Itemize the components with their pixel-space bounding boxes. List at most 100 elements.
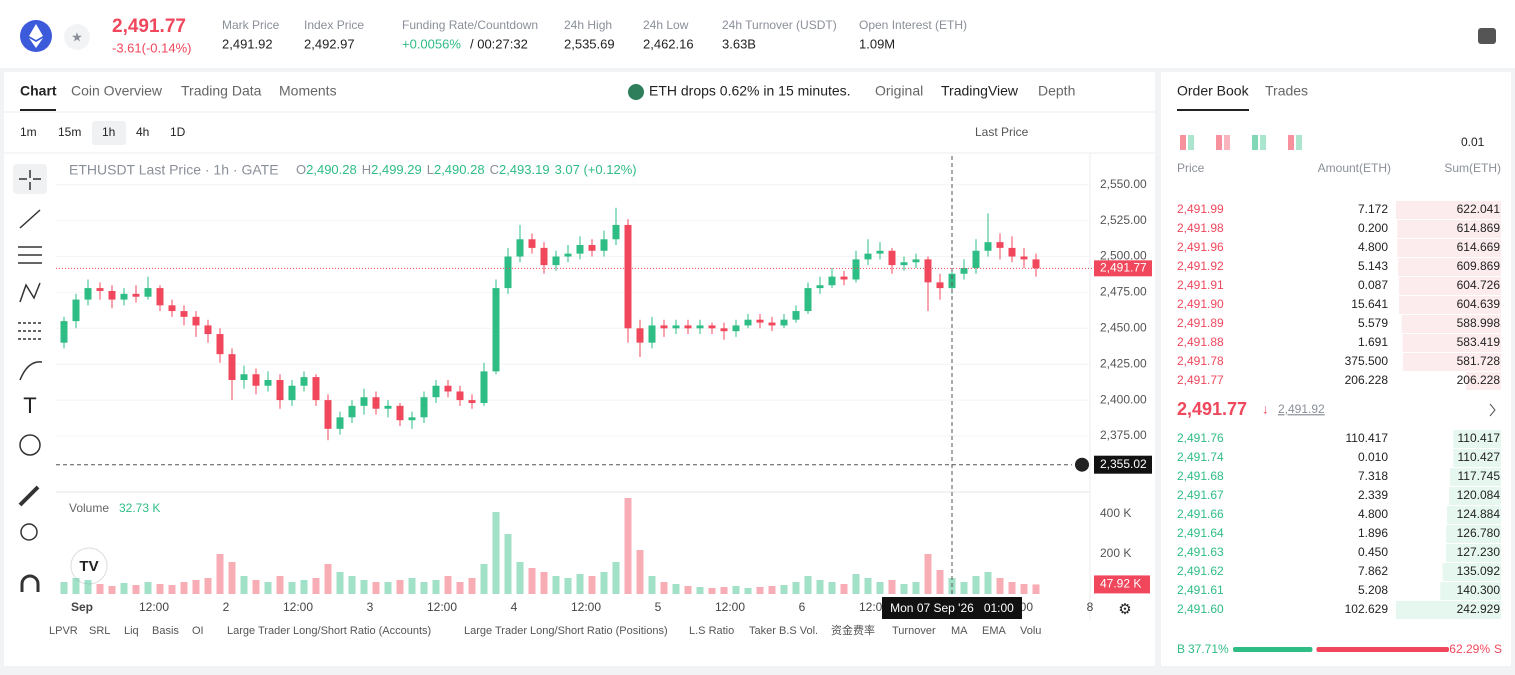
ob-precision[interactable]: 0.01: [1461, 135, 1485, 149]
view-tab[interactable]: TradingView: [941, 83, 1019, 99]
candle-body: [360, 397, 368, 406]
ob-amount: 5.208: [1358, 583, 1388, 597]
candle-body: [648, 325, 656, 343]
ob-tab[interactable]: Order Book: [1177, 83, 1250, 99]
ob-price: 2,491.66: [1177, 507, 1224, 521]
ob-underline: [1177, 109, 1249, 111]
volume-bar: [360, 580, 368, 594]
candle-body: [384, 405, 392, 409]
ob-amount: 15.641: [1351, 297, 1388, 311]
tool-ruler[interactable]: [18, 485, 40, 507]
ob-view[interactable]: [1180, 135, 1186, 150]
ob-sum: 622.041: [1457, 202, 1501, 216]
volume-bar: [792, 582, 800, 594]
indicator[interactable]: Basis: [152, 625, 179, 637]
volume-bar: [192, 580, 200, 594]
tool-magnet[interactable]: [20, 574, 40, 592]
interval[interactable]: 1D: [170, 125, 186, 139]
chart-tab[interactable]: Moments: [279, 83, 337, 99]
tv-logo[interactable]: [70, 547, 108, 585]
volume-bar: [528, 568, 536, 594]
candle-body: [1008, 247, 1016, 257]
candle-body: [72, 299, 80, 322]
tool-text[interactable]: T: [23, 393, 36, 418]
indicator[interactable]: Volu: [1020, 625, 1041, 637]
indicator[interactable]: L.S Ratio: [689, 625, 734, 637]
volume-bar: [84, 580, 92, 594]
candle-body: [168, 305, 176, 312]
depth-bar: [1440, 582, 1501, 600]
interval[interactable]: 1m: [20, 125, 37, 139]
chart-tab[interactable]: Chart: [20, 83, 57, 99]
candle-body: [264, 380, 272, 386]
ohlc-value: 2,490.28: [306, 162, 357, 177]
chart-tab[interactable]: Coin Overview: [71, 83, 163, 99]
tool-zoom[interactable]: [20, 523, 38, 541]
tool-brush[interactable]: [19, 361, 43, 381]
indicator[interactable]: EMA: [982, 625, 1007, 637]
volume-value: 32.73 K: [119, 501, 160, 515]
tool-measure[interactable]: [18, 322, 42, 340]
candle-body: [228, 354, 236, 380]
tool-cursor[interactable]: [13, 164, 47, 194]
ob-amount: 0.200: [1358, 221, 1388, 235]
interval[interactable]: 15m: [58, 125, 81, 139]
chevron[interactable]: [1489, 403, 1496, 417]
ob-view: [1260, 135, 1266, 150]
chart-tab[interactable]: Trading Data: [181, 83, 262, 99]
favorite[interactable]: [64, 24, 90, 50]
settings[interactable]: ⚙: [1118, 601, 1131, 618]
depth-bar: [1398, 277, 1501, 295]
interval[interactable]: 4h: [136, 125, 149, 139]
candle-body: [564, 253, 572, 257]
volume-bar: [576, 574, 584, 594]
ob-view[interactable]: [1252, 135, 1258, 150]
ob-price: 2,491.74: [1177, 450, 1224, 464]
interval[interactable]: 1h: [102, 125, 115, 139]
tool-line[interactable]: [19, 209, 41, 229]
depth-bar: [1398, 258, 1501, 276]
ob-view[interactable]: [1288, 135, 1294, 150]
volume-bar: [312, 578, 320, 594]
icon[interactable]: [1478, 28, 1496, 44]
x-tick-label: 12:00: [859, 600, 889, 614]
volume-bar: [180, 582, 188, 594]
ohlc-key: H: [362, 162, 371, 177]
ob-price: 2,491.68: [1177, 469, 1224, 483]
tab-underline: [20, 109, 56, 111]
indicator[interactable]: 资金费率: [831, 623, 875, 637]
ob-sum: 120.084: [1457, 488, 1501, 502]
indicator[interactable]: Taker B.S Vol.: [749, 625, 818, 637]
indicator[interactable]: MA: [951, 625, 968, 637]
legend-ohlc: O2,490.28 H2,499.29 L2,490.28 C2,493.19 3.07…: [296, 162, 637, 177]
indicator[interactable]: LPVR: [49, 625, 78, 637]
ob-view[interactable]: [1216, 135, 1222, 150]
indicator[interactable]: Turnover: [892, 625, 936, 637]
volume-bar: [336, 572, 344, 594]
volume-bar: [600, 572, 608, 594]
candle-body: [660, 325, 668, 329]
view-tab[interactable]: Depth: [1038, 83, 1075, 99]
candle-body: [672, 325, 680, 329]
indicator[interactable]: Liq: [124, 625, 139, 637]
volume-bar: [1008, 582, 1016, 594]
ob-price: 2,491.96: [1177, 240, 1224, 254]
candle-body: [804, 288, 812, 312]
news[interactable]: ETH drops 0.62% in 15 minutes.: [649, 83, 851, 99]
indicator[interactable]: OI: [192, 625, 204, 637]
ob-tab[interactable]: Trades: [1265, 83, 1308, 99]
indicator[interactable]: Large Trader Long/Short Ratio (Positions…: [464, 625, 668, 637]
depth-bar: [1402, 353, 1501, 371]
volume-bar: [456, 582, 464, 594]
indicator[interactable]: SRL: [89, 625, 110, 637]
tool-pattern[interactable]: [19, 282, 41, 303]
view-tab[interactable]: Original: [875, 83, 923, 99]
tool-fib[interactable]: [18, 246, 42, 264]
indicator[interactable]: Large Trader Long/Short Ratio (Accounts): [227, 625, 431, 637]
volume-bar: [876, 582, 884, 594]
tool-emoji[interactable]: [19, 434, 41, 456]
candle-body: [552, 256, 560, 266]
price-type[interactable]: Last Price: [975, 125, 1029, 139]
ob-arrow: ↓: [1262, 401, 1269, 416]
ob-sum: 604.639: [1457, 297, 1501, 311]
